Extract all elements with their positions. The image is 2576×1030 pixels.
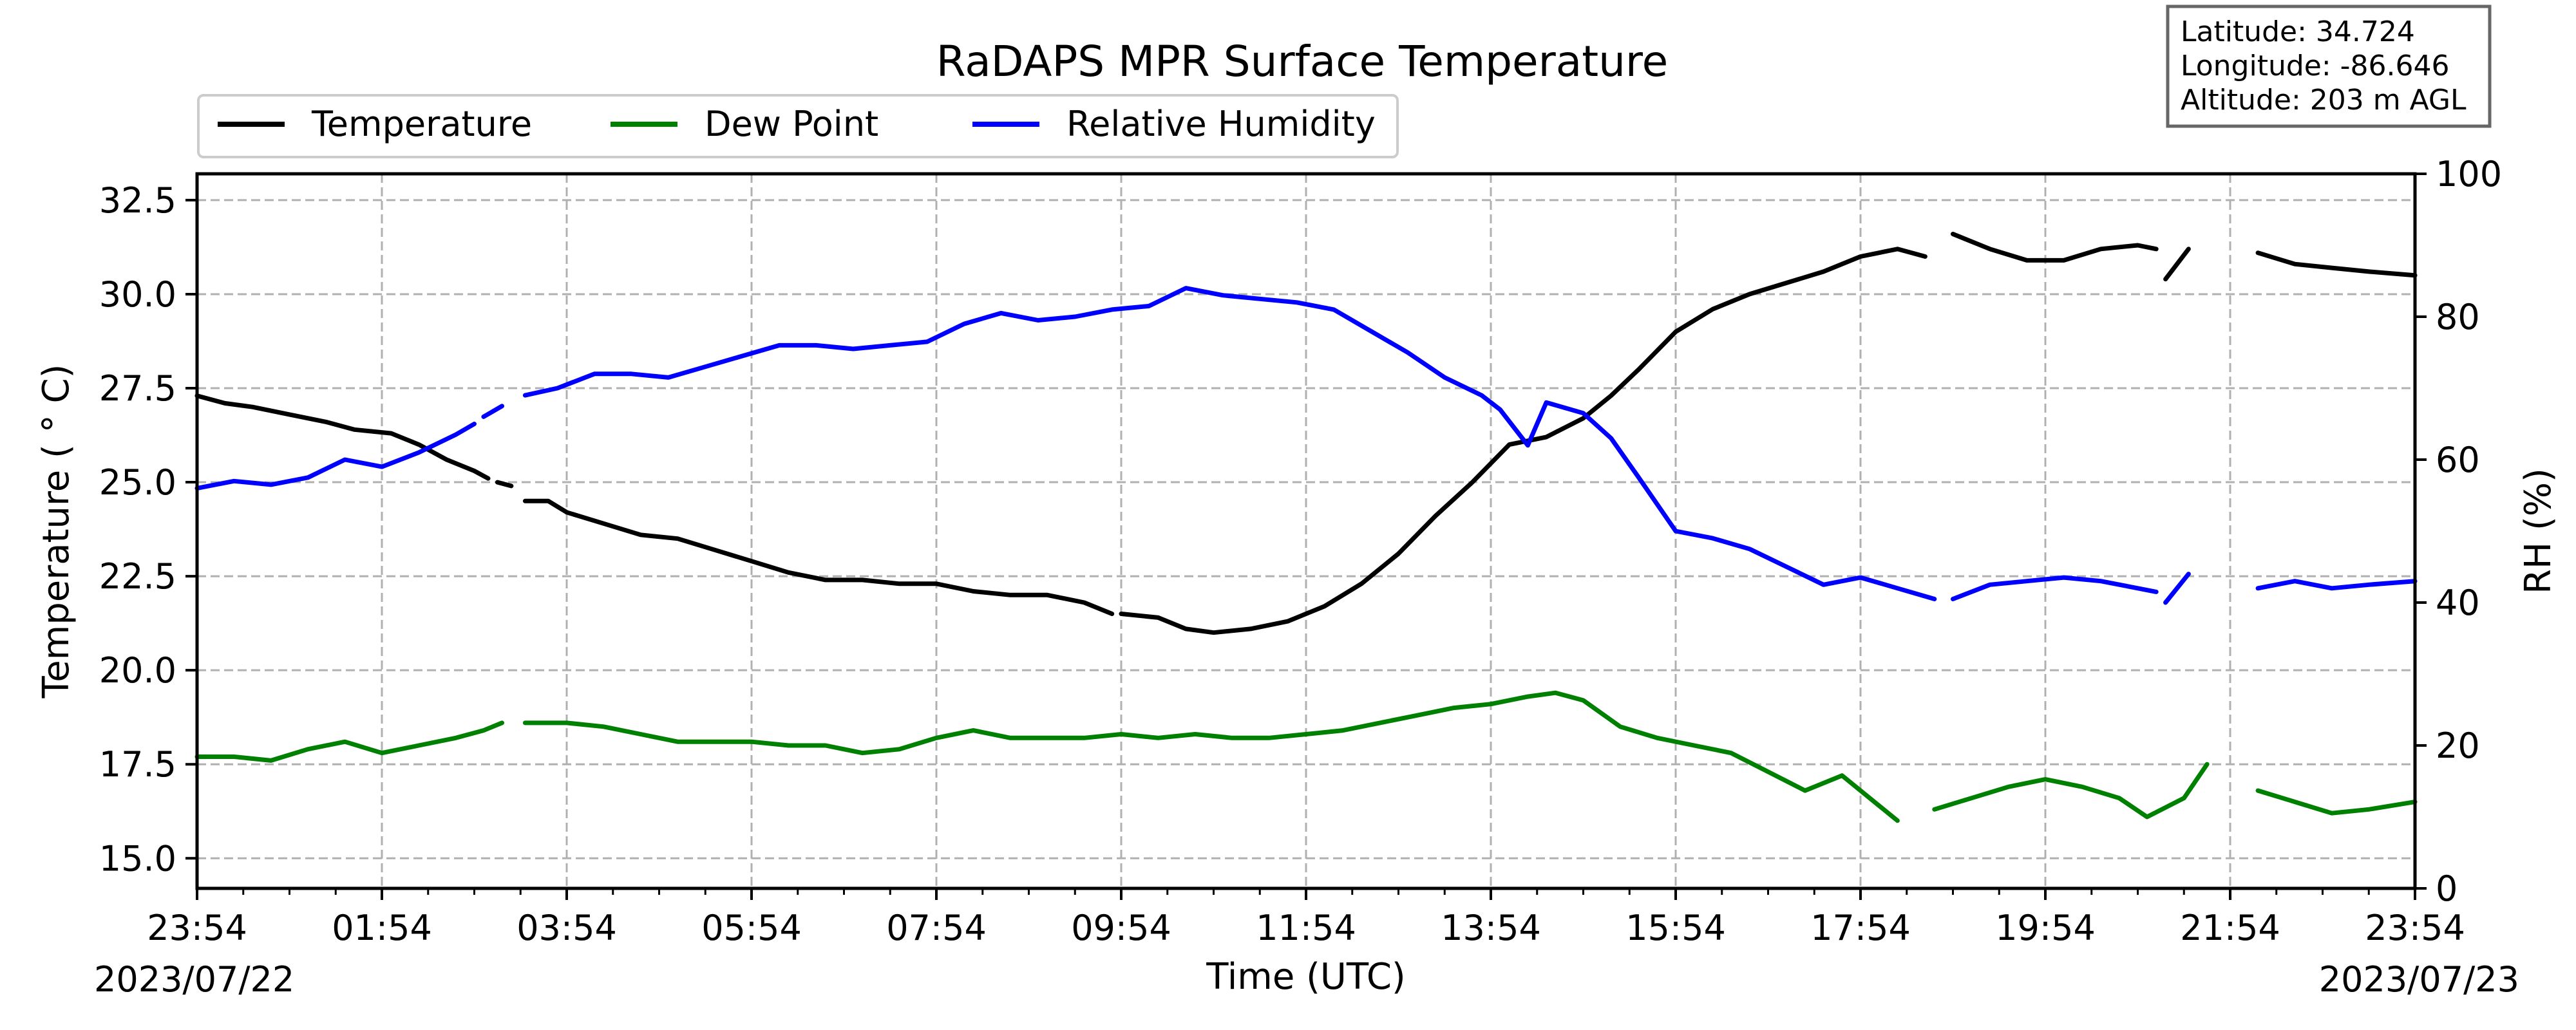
x-tick-label: 23:54 bbox=[147, 908, 247, 948]
series-line-dew-point bbox=[522, 690, 1900, 823]
y-axis-right-title: RH (%) bbox=[2517, 468, 2559, 594]
series-line-relative-humidity bbox=[481, 404, 504, 419]
series-line-relative-humidity bbox=[194, 422, 477, 491]
grid bbox=[197, 174, 2415, 888]
axis-ticks: 23:54 01:54 03:54 05:54 07:54 09:54 11:54 13:54… bbox=[99, 154, 2502, 948]
y-right-tick-label: 60 bbox=[2436, 440, 2480, 480]
series-line-relative-humidity bbox=[2255, 579, 2418, 591]
series-line-dew-point bbox=[2255, 788, 2418, 816]
y-left-tick-label: 27.5 bbox=[99, 368, 176, 409]
y-left-tick-label: 25.0 bbox=[99, 462, 176, 503]
station-info-frame bbox=[2166, 5, 2492, 128]
x-tick-label: 21:54 bbox=[2180, 908, 2280, 948]
x-tick-label: 11:54 bbox=[1256, 908, 1356, 948]
y-right-tick-label: 40 bbox=[2436, 583, 2480, 623]
station-altitude: Altitude: 203 m AGL bbox=[2181, 84, 2467, 117]
series-line-temperature bbox=[522, 498, 1115, 616]
y-right-tick-label: 100 bbox=[2436, 154, 2502, 194]
x-tick-label: 03:54 bbox=[516, 908, 617, 948]
x-tick-label: 19:54 bbox=[1995, 908, 2096, 948]
y-left-tick-label: 17.5 bbox=[99, 744, 176, 785]
station-longitude: Longitude: -86.646 bbox=[2181, 50, 2449, 82]
x-tick-label: 05:54 bbox=[701, 908, 802, 948]
x-tick-label: 15:54 bbox=[1625, 908, 1726, 948]
y-left-tick-label: 20.0 bbox=[99, 650, 176, 691]
legend: Temperature Dew Point Relative Humidity bbox=[197, 94, 1399, 158]
legend-label-relative-humidity: Relative Humidity bbox=[1066, 104, 1376, 144]
station-info-box: Latitude: 34.724 Longitude: -86.646 Alti… bbox=[2166, 5, 2492, 128]
y-right-tick-label: 20 bbox=[2436, 726, 2480, 766]
series-line-relative-humidity bbox=[2163, 572, 2191, 605]
x-axis-title: Time (UTC) bbox=[1206, 956, 1406, 998]
series-line-temperature bbox=[2163, 247, 2191, 282]
end-date-label: 2023/07/23 bbox=[2319, 959, 2519, 1000]
y-axis-left-title: Temperature ( ° C) bbox=[35, 364, 77, 699]
series-line-temperature bbox=[194, 393, 491, 481]
series-line-temperature bbox=[2255, 250, 2418, 278]
y-right-tick-label: 0 bbox=[2436, 868, 2458, 909]
x-tick-label: 17:54 bbox=[1810, 908, 1911, 948]
legend-label-dew-point: Dew Point bbox=[705, 104, 878, 144]
series-line-dew-point bbox=[1932, 762, 2210, 819]
station-latitude: Latitude: 34.724 bbox=[2181, 15, 2415, 48]
legend-label-temperature: Temperature bbox=[311, 104, 532, 144]
y-left-tick-label: 32.5 bbox=[99, 180, 176, 221]
legend-frame bbox=[197, 94, 1399, 158]
plot-series bbox=[194, 232, 2418, 823]
series-line-temperature bbox=[1951, 232, 2159, 263]
x-tick-label: 13:54 bbox=[1441, 908, 1541, 948]
chart-title: RaDAPS MPR Surface Temperature bbox=[936, 37, 1668, 86]
y-left-tick-label: 15.0 bbox=[99, 838, 176, 879]
y-left-tick-label: 30.0 bbox=[99, 274, 176, 315]
x-tick-label: 07:54 bbox=[886, 908, 987, 948]
start-date-label: 2023/07/22 bbox=[94, 959, 294, 1000]
series-line-temperature bbox=[495, 480, 514, 489]
x-tick-label: 23:54 bbox=[2365, 908, 2465, 948]
series-line-relative-humidity bbox=[522, 286, 1937, 601]
y-right-tick-label: 80 bbox=[2436, 297, 2480, 337]
series-line-relative-humidity bbox=[1951, 575, 2159, 601]
series-line-dew-point bbox=[194, 720, 504, 763]
y-left-tick-label: 22.5 bbox=[99, 556, 176, 597]
x-tick-label: 09:54 bbox=[1071, 908, 1171, 948]
x-tick-label: 01:54 bbox=[332, 908, 432, 948]
